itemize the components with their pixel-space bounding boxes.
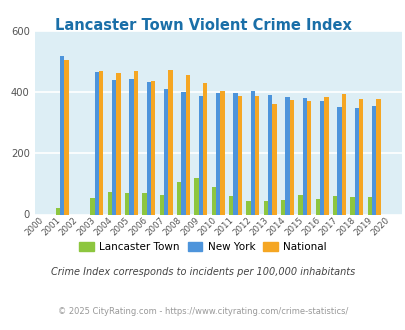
Bar [60,56,64,214]
Bar [142,192,146,214]
Bar [116,73,120,214]
Legend: Lancaster Town, New York, National: Lancaster Town, New York, National [75,238,330,256]
Bar [215,93,220,214]
Bar [341,94,345,214]
Bar [194,178,198,214]
Bar [125,192,129,214]
Bar [185,75,190,214]
Bar [233,93,237,214]
Bar [133,71,138,215]
Bar [375,99,380,214]
Bar [332,196,337,214]
Bar [250,91,254,214]
Bar [94,72,99,214]
Bar [298,195,302,214]
Bar [220,91,224,214]
Bar [129,79,133,214]
Bar [55,208,60,214]
Bar [164,89,168,214]
Bar [350,197,354,214]
Bar [228,196,233,214]
Bar [337,107,341,214]
Text: Crime Index corresponds to incidents per 100,000 inhabitants: Crime Index corresponds to incidents per… [51,267,354,277]
Bar [90,198,94,214]
Bar [99,71,103,214]
Bar [64,60,68,214]
Bar [289,100,293,214]
Bar [246,201,250,214]
Bar [159,195,164,214]
Bar [280,200,285,214]
Text: Lancaster Town Violent Crime Index: Lancaster Town Violent Crime Index [54,18,351,33]
Bar [306,101,311,214]
Bar [181,92,185,214]
Bar [354,108,358,214]
Bar [177,182,181,215]
Bar [198,96,202,214]
Bar [285,97,289,214]
Bar [151,81,155,214]
Bar [211,187,215,214]
Bar [315,199,319,214]
Bar [358,99,362,214]
Bar [263,201,267,214]
Bar [267,94,272,214]
Bar [272,104,276,214]
Bar [202,83,207,214]
Bar [107,192,112,214]
Bar [146,82,151,214]
Bar [367,197,371,214]
Bar [371,106,375,214]
Bar [254,96,259,214]
Bar [112,80,116,214]
Bar [168,70,172,214]
Bar [324,97,328,214]
Bar [319,101,324,214]
Bar [302,98,306,214]
Bar [237,96,241,214]
Text: © 2025 CityRating.com - https://www.cityrating.com/crime-statistics/: © 2025 CityRating.com - https://www.city… [58,307,347,316]
